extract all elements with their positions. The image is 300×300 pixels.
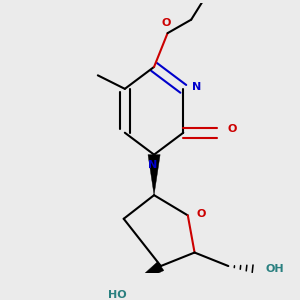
Text: N: N	[148, 160, 157, 170]
Text: HO: HO	[108, 290, 127, 300]
Text: N: N	[192, 82, 201, 92]
Polygon shape	[148, 155, 160, 195]
Text: O: O	[196, 209, 206, 219]
Text: O: O	[161, 18, 171, 28]
Text: OH: OH	[266, 264, 284, 274]
Text: O: O	[227, 124, 236, 134]
Polygon shape	[130, 262, 164, 286]
